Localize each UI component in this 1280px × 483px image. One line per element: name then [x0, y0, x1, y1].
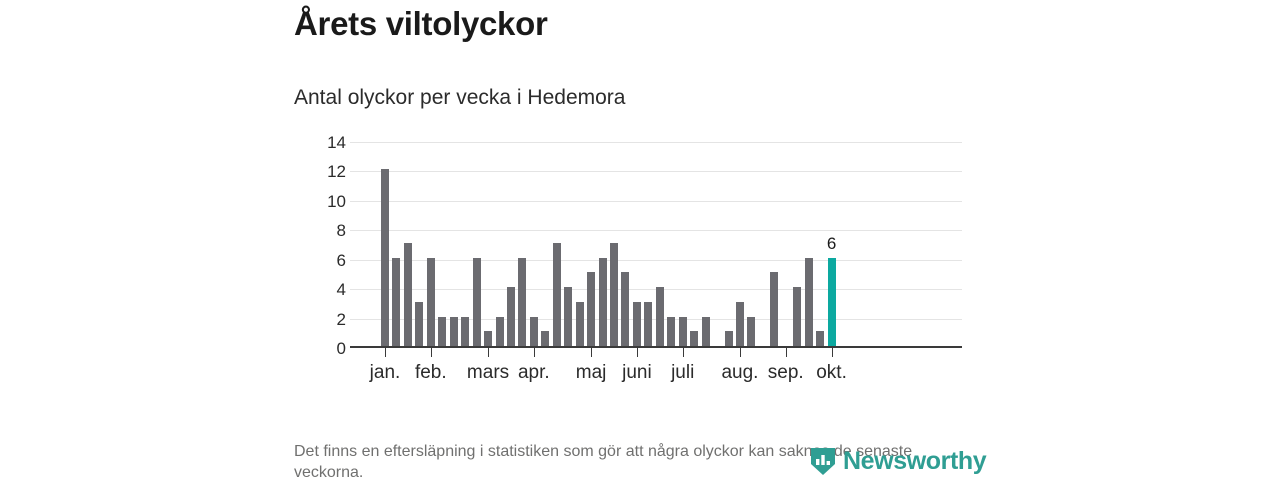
x-axis-tick-label: jan.: [369, 362, 401, 383]
bar-series: 6: [350, 140, 962, 346]
bar[interactable]: [678, 316, 687, 346]
x-axis-tick-label: aug.: [721, 362, 759, 383]
gridline: [350, 230, 962, 232]
x-axis-ticks: [350, 348, 962, 358]
gridline: [350, 171, 962, 173]
bar[interactable]: [735, 301, 744, 346]
bar-highlighted[interactable]: [827, 257, 836, 346]
bar[interactable]: [415, 301, 424, 346]
bar[interactable]: [621, 272, 630, 346]
bar[interactable]: [804, 257, 813, 346]
bar[interactable]: [438, 316, 447, 346]
x-axis-tick: [739, 348, 741, 357]
bar[interactable]: [575, 301, 584, 346]
bar[interactable]: [449, 316, 458, 346]
y-axis-tick-label: 10: [327, 191, 346, 211]
bar[interactable]: [701, 316, 710, 346]
x-axis-tick-label: sep.: [767, 362, 804, 383]
x-axis-tick-label: feb.: [414, 362, 447, 383]
bar-chart: 0 2 4 6 8 10 12 14 6 jan. feb. mars apr. maj juni jul…: [294, 128, 974, 383]
chart-subtitle: Antal olyckor per vecka i Hedemora: [294, 86, 626, 109]
bar[interactable]: [381, 169, 389, 346]
x-axis-labels: jan. feb. mars apr. maj juni juli aug. sep. okt.: [350, 360, 962, 386]
x-axis-tick-label: okt.: [816, 362, 847, 383]
y-axis-tick-label: 12: [327, 162, 346, 182]
bar[interactable]: [816, 331, 825, 346]
x-axis-tick: [636, 348, 638, 357]
x-axis-tick: [785, 348, 787, 357]
x-axis-tick: [533, 348, 535, 357]
x-axis-tick: [488, 348, 490, 357]
bar[interactable]: [587, 272, 596, 346]
gridline: [350, 259, 962, 261]
bar[interactable]: [529, 316, 538, 346]
bar[interactable]: [655, 287, 664, 346]
bar[interactable]: [403, 243, 412, 346]
x-axis-tick: [591, 348, 593, 357]
bar[interactable]: [610, 243, 618, 346]
plot-area: 0 2 4 6 8 10 12 14 6: [327, 134, 962, 357]
bar-chart-shield-icon: [810, 447, 836, 476]
y-axis-tick-label: 2: [336, 309, 346, 329]
x-axis-tick: [430, 348, 432, 357]
y-axis-tick-label: 8: [336, 221, 346, 241]
bar[interactable]: [392, 257, 401, 346]
x-axis-tick-label: maj: [575, 362, 607, 383]
bar[interactable]: [724, 331, 733, 346]
x-axis-tick: [831, 348, 833, 357]
gridline: [350, 142, 962, 143]
y-axis-tick-label: 0: [336, 339, 346, 358]
page-title: Årets viltolyckor: [294, 5, 548, 42]
bar[interactable]: [518, 257, 527, 346]
bar[interactable]: [426, 257, 435, 346]
bar[interactable]: [770, 272, 779, 346]
x-axis-tick-label: juni: [622, 362, 652, 383]
y-axis-tick-label: 6: [336, 250, 346, 270]
logo-wordmark: Newsworthy: [843, 446, 987, 475]
x-axis-tick-label: mars: [466, 362, 510, 383]
x-axis-line: [350, 346, 962, 348]
bar-value-label: 6: [826, 233, 837, 253]
bar[interactable]: [484, 331, 493, 346]
bar[interactable]: [690, 331, 699, 346]
x-axis-tick: [682, 348, 684, 357]
bar[interactable]: [552, 243, 561, 346]
bar[interactable]: [667, 316, 676, 346]
x-axis-tick-label: apr.: [517, 362, 550, 383]
y-axis-tick-label: 14: [327, 133, 346, 152]
bar[interactable]: [632, 301, 641, 346]
y-axis-tick-label: 4: [336, 280, 346, 300]
bar[interactable]: [747, 316, 756, 346]
newsworthy-logo: Newsworthy: [810, 446, 987, 476]
x-axis-tick: [385, 348, 386, 357]
bar[interactable]: [644, 301, 653, 346]
bar[interactable]: [461, 316, 470, 346]
gridline: [350, 200, 962, 202]
bar[interactable]: [472, 257, 481, 346]
bar[interactable]: [506, 287, 515, 346]
bar[interactable]: [598, 257, 607, 346]
footnote: Det finns en eftersläpning i statistiken…: [294, 443, 913, 481]
bar[interactable]: [495, 316, 504, 346]
bar[interactable]: [541, 331, 550, 346]
bar[interactable]: [564, 287, 573, 346]
x-axis-tick-label: juli: [671, 362, 695, 383]
bar[interactable]: [793, 287, 802, 346]
